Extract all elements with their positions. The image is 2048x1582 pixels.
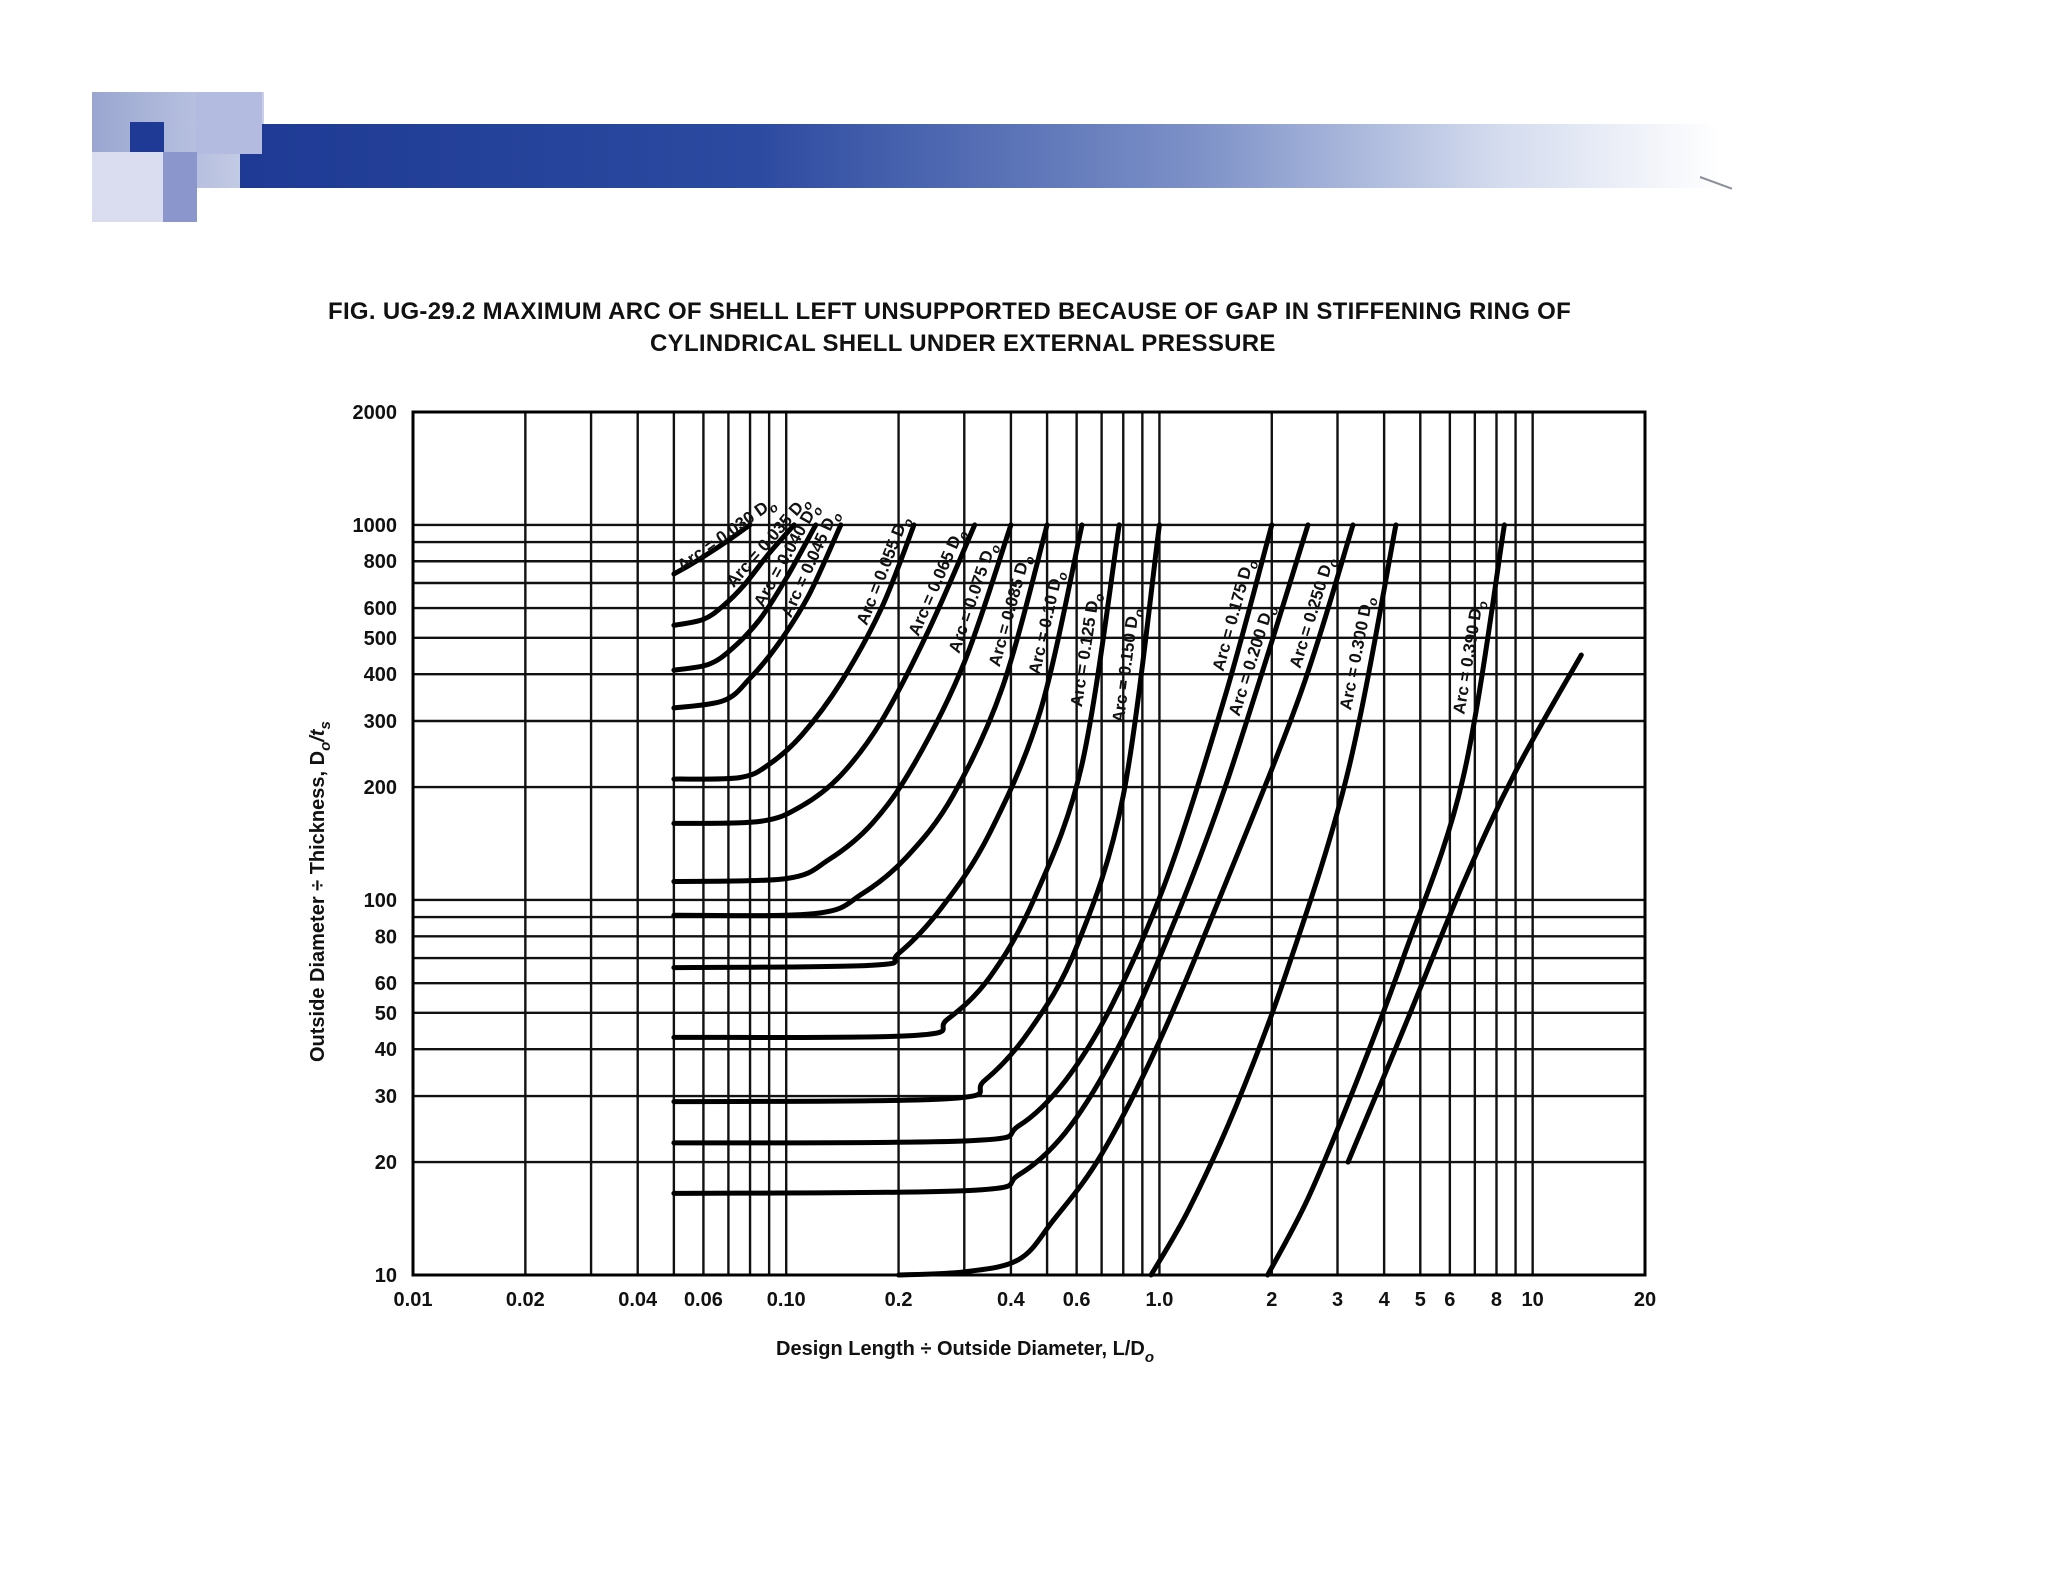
curve-line [671, 522, 978, 826]
x-tick-label: 2 [1266, 1289, 1277, 1311]
curve-line [671, 522, 753, 577]
y-axis-title: Outside Diameter ÷ Thickness, Do/ts [307, 721, 334, 1062]
x-tick-label: 4 [1379, 1289, 1391, 1311]
y-tick-label: 400 [364, 664, 397, 686]
curve-line [671, 522, 1122, 1040]
x-tick-label: 0.06 [684, 1289, 723, 1311]
y-tick-label: 100 [364, 890, 397, 912]
y-tick-label: 40 [375, 1039, 397, 1061]
x-tick-label: 0.4 [997, 1289, 1026, 1311]
figure-title: FIG. UG-29.2 MAXIMUM ARC OF SHELL LEFT U… [328, 296, 1618, 360]
curve-line [1345, 652, 1584, 1165]
curve-line [671, 522, 1275, 1146]
x-axis-title: Design Length ÷ Outside Diameter, L/Do [776, 1338, 1154, 1366]
tick-label-layer: 0.01 0.02 0.04 0.06 0.10 0.2 0.4 0.6 1.0 2 3 4 5 6 8 10… [353, 402, 1657, 1311]
curve-line [671, 522, 844, 711]
x-axis-title-text: Design Length ÷ Outside Diameter, L/D [776, 1338, 1145, 1360]
y-tick-label: 800 [364, 551, 397, 573]
x-tick-label: 5 [1415, 1289, 1426, 1311]
y-tick-label: 30 [375, 1086, 397, 1108]
y-tick-label: 80 [375, 926, 397, 948]
x-tick-label: 0.02 [506, 1289, 545, 1311]
x-tick-label: 6 [1444, 1289, 1455, 1311]
curve-layer [671, 522, 1584, 1278]
banner-square-lavender [196, 92, 262, 154]
curve-line [896, 522, 1356, 1278]
y-tick-label: 500 [364, 628, 397, 650]
x-tick-label: 8 [1491, 1289, 1502, 1311]
x-tick-label: 10 [1522, 1289, 1544, 1311]
curve-label: Arc = 0.055 Do [853, 513, 916, 629]
x-tick-label: 0.2 [885, 1289, 913, 1311]
x-tick-label: 3 [1332, 1289, 1343, 1311]
y-tick-label: 50 [375, 1003, 397, 1025]
banner-square-dark [130, 122, 164, 152]
curve-line [671, 522, 1311, 1196]
x-axis-title-subscript: o [1145, 1349, 1154, 1366]
curve-line [671, 522, 1162, 1105]
curve-line [671, 522, 1085, 971]
y-axis-title-mid: /t [307, 728, 329, 743]
y-axis-title-subscript1: o [317, 742, 334, 751]
x-tick-label: 0.01 [394, 1289, 433, 1311]
y-tick-label: 600 [364, 598, 397, 620]
figure-title-line2: CYLINDRICAL SHELL UNDER EXTERNAL PRESSUR… [650, 330, 1276, 357]
grid-layer [413, 412, 1645, 1275]
curve-line [1265, 522, 1507, 1278]
y-tick-label: 10 [375, 1265, 397, 1287]
curve-line [1148, 522, 1399, 1278]
x-tick-label: 0.04 [618, 1289, 658, 1311]
y-axis-title-subscript2: s [317, 721, 334, 729]
curve-line [671, 522, 1050, 919]
plot-frame [411, 410, 1647, 1277]
x-tick-label: 0.6 [1063, 1289, 1091, 1311]
y-tick-label: 60 [375, 973, 397, 995]
slide-banner [240, 124, 1720, 188]
y-tick-label: 20 [375, 1152, 397, 1174]
curve-line [671, 522, 819, 673]
x-tick-label: 0.10 [767, 1289, 806, 1311]
curve-line [671, 522, 917, 782]
banner-square-pale [92, 152, 163, 222]
x-tick-label: 20 [1634, 1289, 1656, 1311]
y-tick-label: 300 [364, 711, 397, 733]
x-tick-label: 1.0 [1146, 1289, 1174, 1311]
figure-title-line1: FIG. UG-29.2 MAXIMUM ARC OF SHELL LEFT U… [328, 298, 1572, 325]
y-tick-label: 200 [364, 777, 397, 799]
y-tick-label: 2000 [353, 402, 398, 424]
y-tick-label: 1000 [353, 515, 398, 537]
y-axis-title-text: Outside Diameter ÷ Thickness, D [307, 751, 329, 1062]
banner-square-mid [163, 152, 197, 222]
curve-line [671, 522, 797, 628]
curve-line [671, 522, 1014, 884]
